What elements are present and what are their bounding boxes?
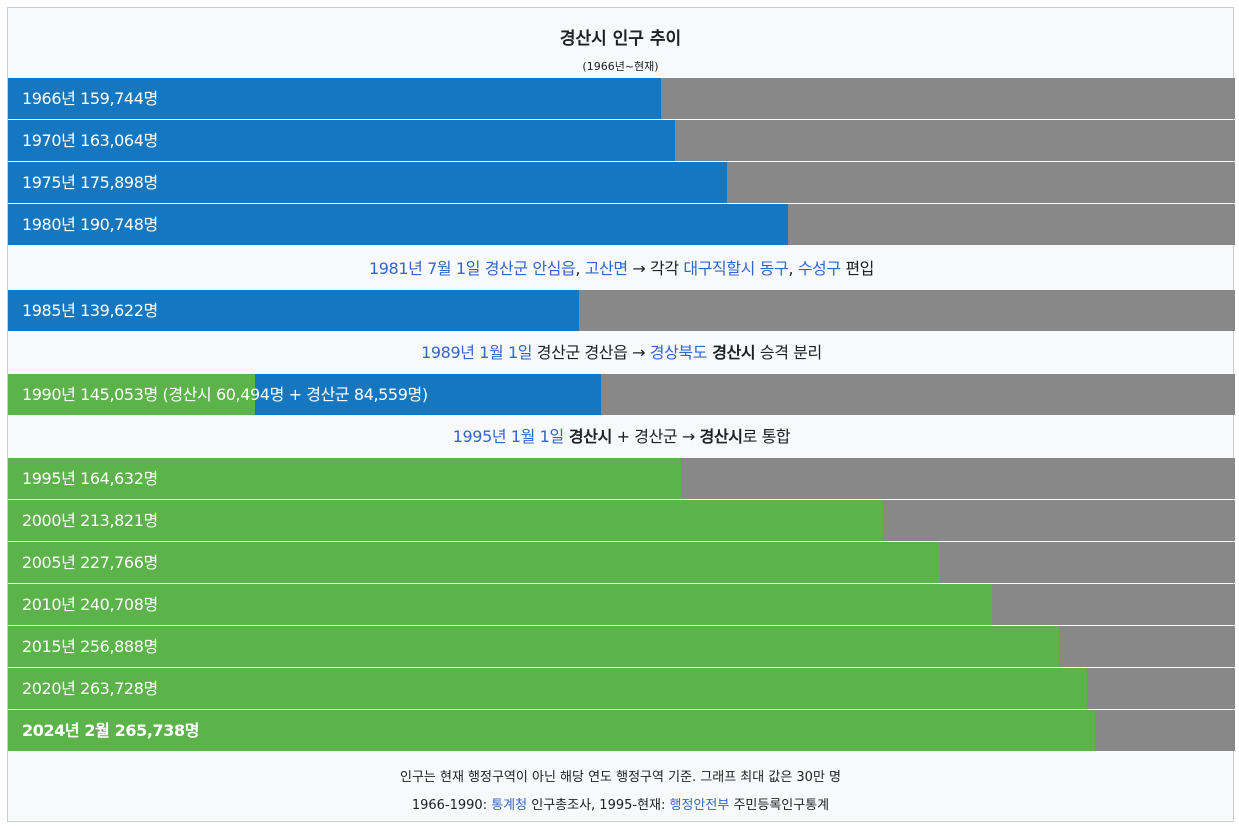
bar-label: 1995년 164,632명 [22,469,158,488]
bar-row: 1995년 164,632명 [8,458,1235,499]
footer-text: 인구총조사, 1995-현재: [527,798,670,813]
population-chart: 경산시 인구 추이 (1966년~현재) 1966년 159,744명 1970년… [7,7,1235,822]
note-1989: 1989년 1월 1일 경산군 경산읍 → 경상북도 경산시 승격 분리 [8,332,1235,374]
bar-fill-city [8,204,788,245]
bar-label: 2024년 2월 265,738명 [22,721,200,740]
bar-label: 2005년 227,766명 [22,553,158,572]
note-city: 경산시 [563,427,612,446]
bar-fill-county [8,458,681,499]
link-gyeongbuk[interactable]: 경상북도 [649,343,708,362]
bar-fill-county [8,500,883,541]
link-1995-date[interactable]: 1995년 1월 1일 [452,427,564,446]
link-ansim[interactable]: 경산군 안심읍 [484,259,576,278]
bar-label: 1980년 190,748명 [22,215,158,234]
bar-row: 1970년 163,064명 [8,120,1235,161]
note-text: 편입 [840,259,874,278]
note-text: → 각각 [627,259,684,278]
bar-row: 2015년 256,888명 [8,626,1235,667]
bar-row: 1975년 175,898명 [8,162,1235,203]
bar-row: 2010년 240,708명 [8,584,1235,625]
bar-fill-city [8,120,675,161]
bar-label: 2015년 256,888명 [22,637,158,656]
bar-label: 2000년 213,821명 [22,511,158,530]
bar-label: 1985년 139,622명 [22,301,158,320]
link-1989-date[interactable]: 1989년 1월 1일 [421,343,533,362]
footer-text: 1966-1990: [411,798,492,813]
note-city: 경산시 [707,343,756,362]
note-text: 로 통합 [742,427,791,446]
bar-fill-city [8,290,579,331]
bar-label: 2010년 240,708명 [22,595,158,614]
link-gosan[interactable]: 고산면 [584,259,628,278]
note-text: 승격 분리 [755,343,822,362]
link-kostat[interactable]: 통계청 [491,798,528,813]
bar-row: 1985년 139,622명 [8,290,1235,331]
bar-label: 1975년 175,898명 [22,173,158,192]
bar-row: 1980년 190,748명 [8,204,1235,245]
footer-note: 인구는 현재 행정구역이 아닌 해당 연도 행정구역 기준. 그래프 최대 값은… [399,770,842,785]
footer-sources: 1966-1990: 통계청 인구총조사, 1995-현재: 행정안전부 주민등… [8,794,1233,813]
comma: , [788,259,793,278]
note-1995: 1995년 1월 1일 경산시 + 경산군 → 경산시로 통합 [8,416,1235,458]
bar-fill-city [8,162,727,203]
bar-fill-county [8,542,940,583]
note-1981: 1981년 7월 1일 경산군 안심읍, 고산면 → 각각 대구직할시 동구, … [8,248,1235,290]
bar-label: 2020년 263,728명 [22,679,158,698]
bar-row: 2005년 227,766명 [8,542,1235,583]
bar-row: 2000년 213,821명 [8,500,1235,541]
bar-fill-county [8,626,1059,667]
chart-subtitle: (1966년~현재) [582,60,659,73]
bar-fill-county [8,668,1087,709]
link-mois[interactable]: 행정안전부 [669,798,730,813]
comma: , [575,259,580,278]
note-text: 경산군 경산읍 → [532,343,650,362]
footer-text: 주민등록인구통계 [729,798,830,813]
bar-row: 2024년 2월 265,738명 [8,710,1235,751]
link-suseong[interactable]: 수성구 [797,259,841,278]
bar-fill-county [8,710,1095,751]
chart-title: 경산시 인구 추이 [559,29,682,49]
bar-row: 1990년 145,053명 (경산시 60,494명 + 경산군 84,559… [8,374,1235,415]
bar-row: 2020년 263,728명 [8,668,1235,709]
note-text: + 경산군 → [611,427,700,446]
bar-fill-city [255,374,601,415]
bar-fill-county [8,584,992,625]
bar-fill-city [8,78,661,119]
bar-fill-county [8,374,255,415]
link-1981-date[interactable]: 1981년 7월 1일 [369,259,481,278]
bar-label: 1970년 163,064명 [22,131,158,150]
bar-label: 1990년 145,053명 (경산시 60,494명 + 경산군 84,559… [22,385,428,404]
bar-label: 1966년 159,744명 [22,89,158,108]
bar-row: 1966년 159,744명 [8,78,1235,119]
note-city-merged: 경산시 [699,427,743,446]
link-daegu-dong[interactable]: 대구직할시 동구 [683,259,789,278]
